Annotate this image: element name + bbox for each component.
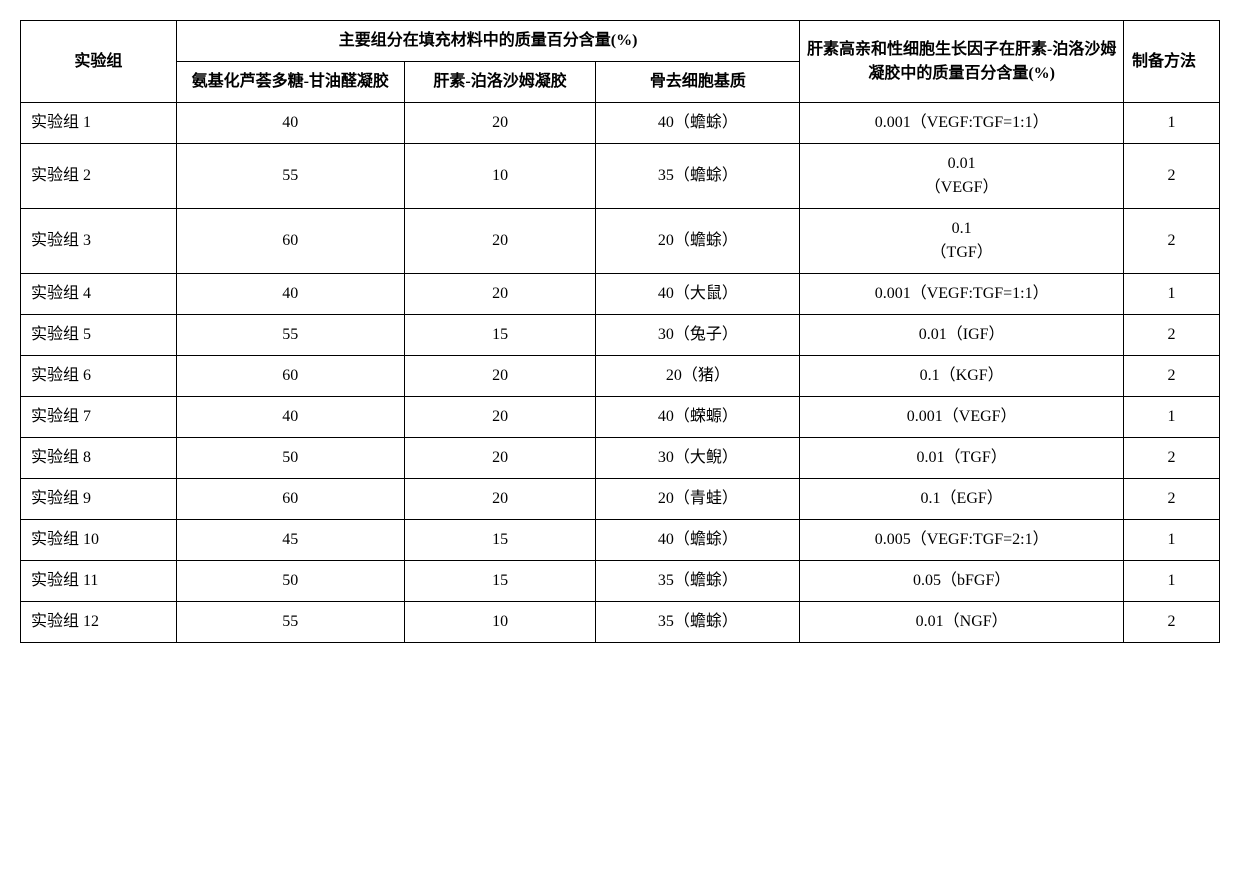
table-row: 实验组 8502030（大鲵）0.01（TGF）2	[21, 438, 1220, 479]
cell-b: 20	[404, 479, 596, 520]
cell-b: 20	[404, 438, 596, 479]
table-row: 实验组 7402040（蝾螈）0.001（VEGF）1	[21, 397, 1220, 438]
header-mass-title: 主要组分在填充材料中的质量百分含量(%)	[176, 21, 799, 62]
table-row: 实验组 10451540（蟾蜍）0.005（VEGF:TGF=2:1）1	[21, 520, 1220, 561]
cell-c: 35（蟾蜍）	[596, 144, 800, 209]
cell-b: 20	[404, 356, 596, 397]
cell-d: 0.01（NGF）	[800, 602, 1124, 643]
cell-d: 0.001（VEGF:TGF=1:1）	[800, 274, 1124, 315]
cell-e: 1	[1124, 274, 1220, 315]
header-col-a: 氨基化芦荟多糖-甘油醛凝胶	[176, 62, 404, 103]
cell-d: 0.01（VEGF）	[800, 144, 1124, 209]
cell-group: 实验组 3	[21, 209, 177, 274]
cell-group: 实验组 4	[21, 274, 177, 315]
cell-b: 15	[404, 315, 596, 356]
cell-c: 35（蟾蜍）	[596, 602, 800, 643]
cell-a: 55	[176, 602, 404, 643]
cell-c: 20（蟾蜍）	[596, 209, 800, 274]
cell-d: 0.1（TGF）	[800, 209, 1124, 274]
cell-group: 实验组 12	[21, 602, 177, 643]
cell-group: 实验组 7	[21, 397, 177, 438]
cell-a: 50	[176, 561, 404, 602]
header-col-c: 骨去细胞基质	[596, 62, 800, 103]
cell-group: 实验组 10	[21, 520, 177, 561]
cell-e: 2	[1124, 479, 1220, 520]
cell-d: 0.01（IGF）	[800, 315, 1124, 356]
cell-a: 40	[176, 103, 404, 144]
cell-a: 60	[176, 209, 404, 274]
cell-c: 30（兔子）	[596, 315, 800, 356]
cell-e: 2	[1124, 209, 1220, 274]
cell-c: 20（猪）	[596, 356, 800, 397]
header-group: 实验组	[21, 21, 177, 103]
cell-e: 2	[1124, 315, 1220, 356]
cell-c: 20（青蛙）	[596, 479, 800, 520]
cell-a: 45	[176, 520, 404, 561]
cell-c: 30（大鲵）	[596, 438, 800, 479]
cell-a: 60	[176, 356, 404, 397]
cell-d: 0.05（bFGF）	[800, 561, 1124, 602]
cell-c: 40（蟾蜍）	[596, 103, 800, 144]
table-row: 实验组 1402040（蟾蜍）0.001（VEGF:TGF=1:1）1	[21, 103, 1220, 144]
cell-group: 实验组 9	[21, 479, 177, 520]
cell-b: 20	[404, 397, 596, 438]
cell-b: 20	[404, 103, 596, 144]
experiment-table: 实验组 主要组分在填充材料中的质量百分含量(%) 肝素高亲和性细胞生长因子在肝素…	[20, 20, 1220, 643]
table-row: 实验组 3602020（蟾蜍）0.1（TGF）2	[21, 209, 1220, 274]
cell-d: 0.005（VEGF:TGF=2:1）	[800, 520, 1124, 561]
cell-group: 实验组 1	[21, 103, 177, 144]
table-row: 实验组 9602020（青蛙）0.1（EGF）2	[21, 479, 1220, 520]
cell-group: 实验组 11	[21, 561, 177, 602]
header-col-e: 制备方法	[1124, 21, 1220, 103]
cell-group: 实验组 6	[21, 356, 177, 397]
table-row: 实验组 11501535（蟾蜍）0.05（bFGF）1	[21, 561, 1220, 602]
cell-c: 40（大鼠）	[596, 274, 800, 315]
table-row: 实验组 12551035（蟾蜍）0.01（NGF）2	[21, 602, 1220, 643]
cell-b: 20	[404, 274, 596, 315]
cell-e: 2	[1124, 144, 1220, 209]
cell-c: 40（蟾蜍）	[596, 520, 800, 561]
cell-b: 20	[404, 209, 596, 274]
cell-d: 0.1（KGF）	[800, 356, 1124, 397]
header-col-d: 肝素高亲和性细胞生长因子在肝素-泊洛沙姆凝胶中的质量百分含量(%)	[800, 21, 1124, 103]
cell-d: 0.1（EGF）	[800, 479, 1124, 520]
cell-b: 10	[404, 144, 596, 209]
cell-d: 0.001（VEGF:TGF=1:1）	[800, 103, 1124, 144]
cell-a: 40	[176, 274, 404, 315]
cell-c: 40（蝾螈）	[596, 397, 800, 438]
cell-group: 实验组 8	[21, 438, 177, 479]
cell-e: 1	[1124, 103, 1220, 144]
cell-b: 15	[404, 561, 596, 602]
cell-e: 2	[1124, 602, 1220, 643]
cell-a: 60	[176, 479, 404, 520]
table-row: 实验组 2551035（蟾蜍）0.01（VEGF）2	[21, 144, 1220, 209]
cell-d: 0.001（VEGF）	[800, 397, 1124, 438]
cell-a: 50	[176, 438, 404, 479]
cell-a: 40	[176, 397, 404, 438]
cell-a: 55	[176, 144, 404, 209]
cell-d: 0.01（TGF）	[800, 438, 1124, 479]
table-row: 实验组 5551530（兔子）0.01（IGF）2	[21, 315, 1220, 356]
table-row: 实验组 4402040（大鼠）0.001（VEGF:TGF=1:1）1	[21, 274, 1220, 315]
cell-a: 55	[176, 315, 404, 356]
table-row: 实验组 6602020（猪）0.1（KGF）2	[21, 356, 1220, 397]
cell-group: 实验组 2	[21, 144, 177, 209]
header-col-b: 肝素-泊洛沙姆凝胶	[404, 62, 596, 103]
cell-e: 1	[1124, 397, 1220, 438]
cell-e: 1	[1124, 561, 1220, 602]
cell-b: 15	[404, 520, 596, 561]
cell-group: 实验组 5	[21, 315, 177, 356]
cell-e: 1	[1124, 520, 1220, 561]
cell-e: 2	[1124, 438, 1220, 479]
cell-c: 35（蟾蜍）	[596, 561, 800, 602]
cell-b: 10	[404, 602, 596, 643]
cell-e: 2	[1124, 356, 1220, 397]
